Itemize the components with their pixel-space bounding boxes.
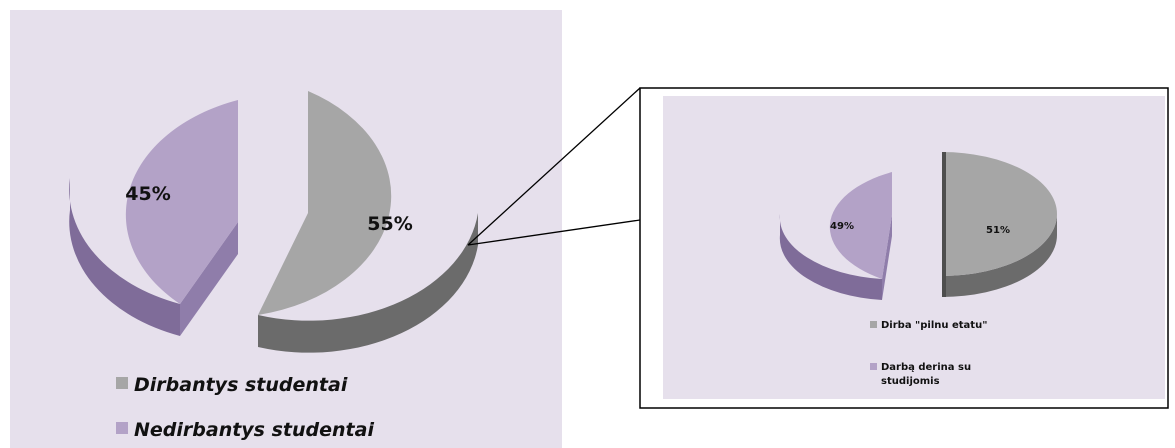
main-chart-panel bbox=[10, 10, 562, 448]
inset-slice-gray bbox=[942, 152, 1057, 276]
inset-legend-swatch-gray bbox=[870, 321, 877, 328]
main-label-55: 55% bbox=[367, 213, 412, 235]
main-slice-purple-side bbox=[69, 178, 180, 336]
main-legend-swatch-gray bbox=[116, 377, 128, 389]
inset-legend-swatch-purple bbox=[870, 363, 877, 370]
main-legend-label-working: Dirbantys studentai bbox=[134, 374, 348, 396]
inset-label-49: 49% bbox=[830, 221, 854, 232]
inset-slice-purple-cut bbox=[882, 215, 892, 300]
inset-slice-gray-cut bbox=[942, 152, 946, 297]
inset-chart-panel bbox=[663, 96, 1165, 399]
callout-line-top bbox=[467, 87, 641, 246]
inset-slice-gray-side bbox=[942, 214, 1057, 297]
main-slice-gray-side bbox=[258, 213, 478, 353]
inset-slice-purple-side bbox=[779, 214, 882, 300]
main-legend-label-not-working: Nedirbantys studentai bbox=[134, 419, 374, 441]
main-legend-swatch-purple bbox=[116, 422, 128, 434]
callout-line-bottom bbox=[467, 219, 641, 246]
main-slice-purple-cut bbox=[180, 222, 238, 336]
inset-legend-label-fulltime: Dirba "pilnu etatu" bbox=[881, 320, 987, 331]
inset-label-51: 51% bbox=[986, 225, 1010, 236]
inset-pie bbox=[779, 152, 1057, 300]
main-pie bbox=[69, 91, 478, 353]
inset-legend-label-combine-line1: Darbą derina su bbox=[881, 362, 971, 373]
inset-legend-label-combine-line2: studijomis bbox=[881, 376, 940, 387]
main-slice-purple bbox=[125, 100, 238, 304]
inset-slice-purple bbox=[829, 172, 892, 279]
main-label-45: 45% bbox=[125, 183, 170, 205]
main-slice-gray bbox=[258, 91, 392, 315]
